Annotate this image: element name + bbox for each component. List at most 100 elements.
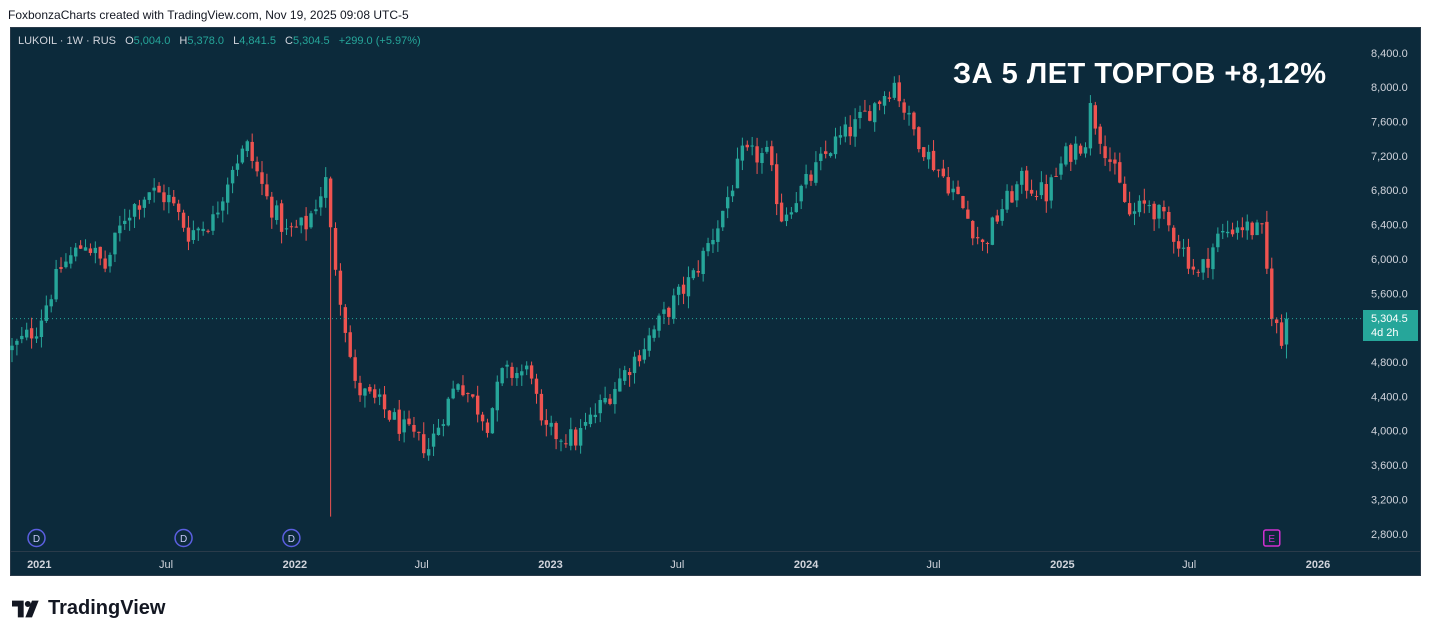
candle-body[interactable] — [1167, 212, 1171, 226]
candle-body[interactable] — [157, 185, 161, 193]
candle-body[interactable] — [549, 422, 553, 427]
candle-body[interactable] — [10, 345, 14, 351]
candle-body[interactable] — [912, 112, 916, 130]
candle-body[interactable] — [240, 148, 245, 163]
candle-body[interactable] — [1127, 203, 1132, 215]
candle-body[interactable] — [784, 214, 789, 222]
candle-body[interactable] — [1142, 200, 1147, 204]
candle-body[interactable] — [642, 349, 647, 360]
candle-body[interactable] — [196, 228, 200, 231]
candle-body[interactable] — [441, 424, 446, 426]
candle-body[interactable] — [774, 164, 779, 205]
candle-body[interactable] — [554, 423, 558, 440]
candle-body[interactable] — [368, 386, 372, 392]
candle-body[interactable] — [1137, 200, 1142, 213]
candle-body[interactable] — [613, 388, 617, 405]
candle-body[interactable] — [319, 196, 323, 208]
candle-body[interactable] — [25, 329, 29, 338]
candle-body[interactable] — [848, 126, 852, 137]
candle-body[interactable] — [647, 335, 651, 351]
candle-body[interactable] — [1230, 229, 1235, 235]
candle-body[interactable] — [662, 309, 666, 314]
candle-body[interactable] — [853, 119, 857, 137]
candle-body[interactable] — [265, 184, 269, 197]
candle-body[interactable] — [765, 146, 769, 152]
candle-body[interactable] — [534, 378, 539, 394]
candle-body[interactable] — [902, 102, 906, 113]
candle-body[interactable] — [745, 144, 749, 148]
candle-body[interactable] — [828, 153, 833, 157]
candle-body[interactable] — [1005, 190, 1009, 210]
candle-body[interactable] — [637, 355, 642, 362]
candle-body[interactable] — [667, 307, 671, 317]
candle-body[interactable] — [882, 96, 887, 106]
candle-body[interactable] — [83, 247, 88, 251]
candle-body[interactable] — [118, 225, 122, 234]
candle-body[interactable] — [88, 248, 93, 253]
candle-body[interactable] — [221, 201, 225, 211]
candle-body[interactable] — [583, 422, 588, 426]
symbol-label[interactable]: LUKOIL · 1W · RUS — [18, 35, 116, 47]
candle-body[interactable] — [1157, 204, 1161, 219]
candle-body[interactable] — [1260, 223, 1264, 225]
candle-body[interactable] — [235, 163, 240, 170]
candle-body[interactable] — [324, 177, 328, 198]
candle-body[interactable] — [794, 203, 798, 213]
candle-body[interactable] — [1010, 191, 1014, 203]
candle-body[interactable] — [740, 145, 745, 161]
candle-body[interactable] — [245, 141, 249, 152]
candle-body[interactable] — [304, 215, 308, 230]
candle-body[interactable] — [574, 429, 578, 446]
candle-body[interactable] — [1123, 183, 1127, 202]
candle-body[interactable] — [975, 237, 980, 239]
candle-body[interactable] — [480, 414, 485, 422]
candle-body[interactable] — [1024, 170, 1029, 191]
candle-body[interactable] — [588, 414, 593, 425]
candle-body[interactable] — [255, 161, 259, 172]
candle-body[interactable] — [1265, 221, 1269, 269]
candle-body[interactable] — [152, 187, 156, 191]
chart-area[interactable] — [10, 27, 1421, 576]
candle-body[interactable] — [471, 394, 475, 397]
candle-body[interactable] — [201, 228, 205, 232]
candle-body[interactable] — [402, 419, 406, 433]
candle-body[interactable] — [20, 335, 24, 340]
candle-body[interactable] — [760, 153, 764, 164]
candle-body[interactable] — [961, 196, 965, 209]
candle-body[interactable] — [941, 168, 946, 177]
candle-body[interactable] — [833, 136, 838, 155]
candle-body[interactable] — [627, 372, 632, 376]
candle-body[interactable] — [1054, 175, 1058, 177]
candle-body[interactable] — [1093, 105, 1098, 129]
candle-body[interactable] — [539, 393, 544, 421]
candle-body[interactable] — [64, 261, 68, 268]
candle-body[interactable] — [681, 284, 686, 294]
candle-body[interactable] — [186, 227, 191, 242]
candle-body[interactable] — [1083, 147, 1088, 154]
candle-body[interactable] — [69, 255, 73, 264]
candle-body[interactable] — [260, 172, 264, 184]
candle-body[interactable] — [39, 320, 44, 338]
candle-body[interactable] — [520, 371, 524, 376]
candle-body[interactable] — [422, 434, 426, 454]
candle-body[interactable] — [1240, 227, 1245, 231]
candle-body[interactable] — [544, 420, 548, 425]
candle-body[interactable] — [814, 162, 818, 183]
candle-body[interactable] — [353, 357, 357, 381]
candle-body[interactable] — [1206, 258, 1210, 268]
candle-body[interactable] — [824, 151, 828, 154]
candle-body[interactable] — [931, 150, 936, 171]
candle-body[interactable] — [216, 212, 220, 215]
candle-body[interactable] — [652, 329, 656, 338]
candle-body[interactable] — [990, 217, 995, 245]
candle-body[interactable] — [98, 246, 102, 259]
candle-body[interactable] — [1049, 177, 1053, 201]
candle-body[interactable] — [1069, 144, 1073, 162]
candle-body[interactable] — [1216, 233, 1220, 248]
candle-body[interactable] — [1059, 163, 1063, 175]
candle-body[interactable] — [456, 384, 460, 390]
candle-body[interactable] — [799, 185, 803, 202]
dividend-marker-icon[interactable] — [174, 528, 193, 548]
candle-body[interactable] — [373, 389, 377, 398]
candle-body[interactable] — [725, 197, 730, 209]
